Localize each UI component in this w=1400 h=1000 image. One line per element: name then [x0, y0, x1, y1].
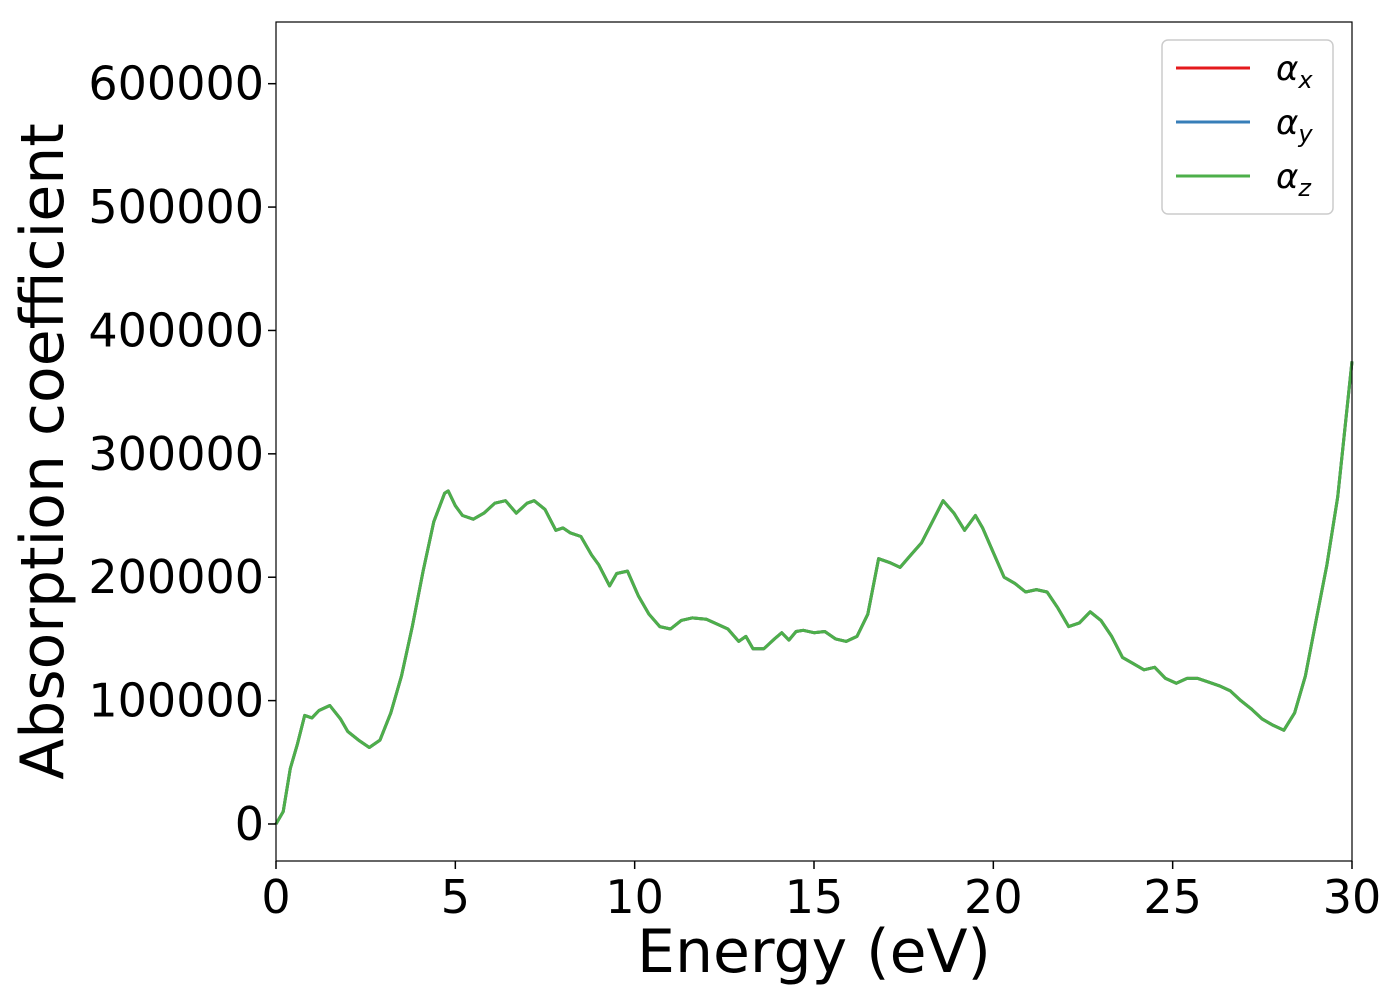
y-tick-label: 0 — [235, 797, 264, 851]
legend-entry-subscript: x — [1297, 66, 1313, 94]
y-axis-ticks: 0 100000 200000 300000 400000 500000 600000 — [88, 57, 276, 851]
legend-entry-subscript: z — [1297, 174, 1312, 202]
y-tick-label: 200000 — [88, 550, 264, 604]
y-tick-label: 400000 — [88, 303, 264, 357]
plot-area — [274, 361, 1354, 825]
legend-entry-symbol: α — [1276, 157, 1298, 197]
x-tick-label: 15 — [785, 870, 844, 924]
x-tick-label: 20 — [964, 870, 1023, 924]
y-axis-title: Absorption coefficient — [8, 123, 78, 780]
legend-entry-symbol: α — [1276, 103, 1298, 143]
legend-entry: αx — [1276, 49, 1313, 94]
y-tick-label: 100000 — [88, 674, 264, 728]
y-tick-label: 500000 — [88, 180, 264, 234]
legend-entry: αy — [1276, 103, 1313, 148]
series-line-α-x — [274, 361, 1354, 825]
y-tick-label: 600000 — [88, 57, 264, 111]
series-line-α-y — [274, 361, 1354, 825]
x-tick-label: 30 — [1323, 870, 1382, 924]
legend-entry-symbol: α — [1276, 49, 1298, 89]
x-tick-label: 0 — [261, 870, 290, 924]
legend-entry: αz — [1276, 157, 1312, 202]
x-tick-label: 10 — [605, 870, 664, 924]
y-tick-label: 300000 — [88, 427, 264, 481]
x-axis-ticks: 0 5 10 15 20 25 30 — [261, 861, 1381, 924]
series-line-α-z — [274, 361, 1354, 825]
x-tick-label: 5 — [441, 870, 470, 924]
legend-box — [1161, 39, 1334, 215]
legend-entry-subscript: y — [1297, 120, 1313, 148]
x-tick-label: 25 — [1143, 870, 1202, 924]
x-axis-title: Energy (eV) — [637, 917, 991, 987]
